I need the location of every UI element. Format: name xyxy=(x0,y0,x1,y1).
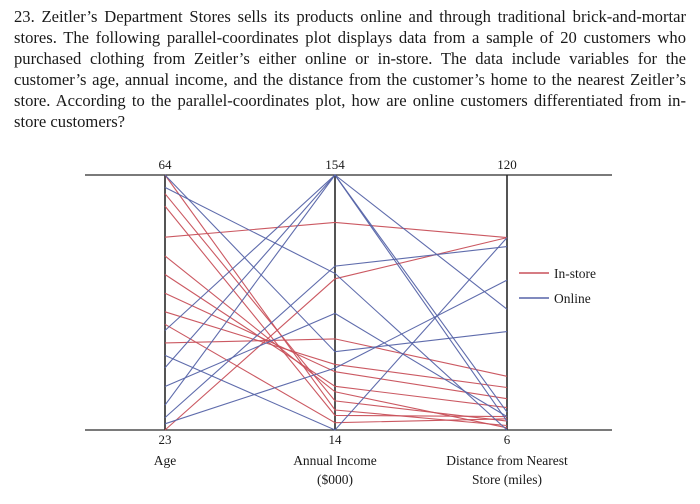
in-store-record-1 xyxy=(164,174,508,427)
in-store-record-2 xyxy=(164,193,508,422)
question-body: Zeitler’s Department Stores sells its pr… xyxy=(14,7,686,131)
online-record-7 xyxy=(164,174,508,406)
in-store-record-10 xyxy=(164,338,508,377)
axis-2-title-line-1: Annual Income xyxy=(293,453,377,468)
axis-2-max-label: 154 xyxy=(325,157,345,172)
in-store-record-8 xyxy=(164,311,508,389)
axis-layer xyxy=(85,174,612,431)
axis-2-min-label: 14 xyxy=(329,432,343,447)
in-store-record-4 xyxy=(164,221,508,239)
axis-1-title-line-1: Age xyxy=(154,453,177,468)
in-store-record-6 xyxy=(164,274,508,409)
online-record-1 xyxy=(164,174,508,353)
legend-label-online: Online xyxy=(554,291,591,306)
online-record-5 xyxy=(164,174,508,413)
in-store-record-11 xyxy=(164,237,508,431)
question-number: 23. xyxy=(14,7,35,26)
in-store-record-7 xyxy=(164,292,508,400)
axis-3-max-label: 120 xyxy=(497,157,517,172)
axis-3-title-line-1: Distance from Nearest xyxy=(446,453,568,468)
online-record-8 xyxy=(164,246,508,419)
in-store-record-9 xyxy=(164,323,508,424)
label-layer: 64 23 Age 154 14 Annual Income ($000) 120 6 Dista… xyxy=(154,157,568,487)
polyline-layer xyxy=(164,174,508,431)
in-store-record-5 xyxy=(164,255,508,429)
legend: In-store Online xyxy=(519,266,596,306)
axis-2-title-line-2: ($000) xyxy=(317,472,353,487)
axis-1-max-label: 64 xyxy=(159,157,173,172)
legend-label-in-store: In-store xyxy=(554,266,596,281)
online-record-4 xyxy=(164,237,508,431)
question-text: 23. Zeitler’s Department Stores sells it… xyxy=(14,6,686,132)
online-record-2 xyxy=(164,186,508,431)
axis-1-min-label: 23 xyxy=(159,432,172,447)
online-record-6 xyxy=(164,312,508,418)
online-record-9 xyxy=(164,279,508,425)
axis-3-min-label: 6 xyxy=(504,432,511,447)
axis-3-title-line-2: Store (miles) xyxy=(472,472,542,487)
